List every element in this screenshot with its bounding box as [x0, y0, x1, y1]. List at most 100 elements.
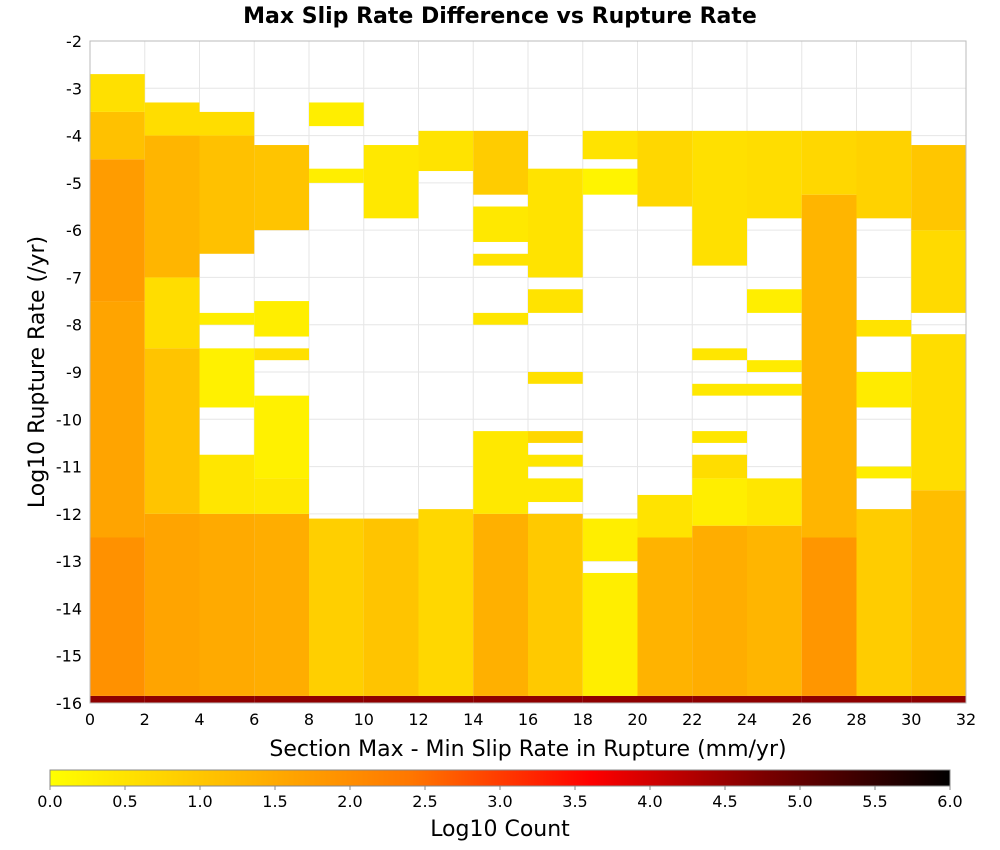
heatmap-cell-x4-2: [199, 454, 255, 514]
y-tick-label-14: -16: [56, 694, 82, 713]
y-tick-label-12: -14: [56, 599, 82, 618]
y-tick-label-5: -7: [66, 268, 82, 287]
x-tick-label-3: 6: [249, 710, 259, 729]
colorbar-tick-label-1: 0.5: [112, 792, 137, 811]
colorbar-tick-labels: 0.0 0.5 1.0 1.5 2.0 2.5 3.0 3.5 4.0 4.5 5.0 5.5 6.0: [37, 786, 963, 811]
heatmap-cell-x22-5: [692, 383, 747, 396]
heatmap-cell-x18-2: [582, 518, 638, 562]
heatmap-cell-x22-4: [692, 431, 747, 443]
heatmap-cell-x30-3: [911, 230, 966, 313]
y-tick-labels: -2 -3 -4 -5 -6 -7 -8 -9 -10 -11 -12 -13 -14 -15 -16: [56, 32, 82, 713]
colorbar-tick-label-4: 2.0: [337, 792, 362, 811]
x-axis-label: Section Max - Min Slip Rate in Rupture (…: [269, 737, 786, 762]
heatmap-cell-x10-1: [363, 518, 419, 696]
heatmap-cell-x4-6: [199, 111, 255, 136]
heatmap-cell-x6-4: [254, 348, 309, 361]
heatmap-cell-x16-5: [528, 372, 583, 384]
colorbar-tick-label-6: 3.0: [487, 792, 512, 811]
heatmap-cell-x16-7: [528, 168, 583, 278]
heatmap-cell-x2-2: [144, 348, 200, 514]
y-tick-label-6: -8: [66, 316, 82, 335]
x-tick-label-0: 0: [85, 710, 95, 729]
y-tick-label-8: -10: [56, 410, 82, 429]
heatmap-cell-x4-0: [199, 695, 255, 703]
x-tick-label-8: 16: [518, 710, 538, 729]
heatmap-cell-x26-2: [801, 194, 857, 538]
heatmap-cell-x8-3: [309, 102, 364, 127]
heatmap-cell-x30-0: [911, 695, 966, 703]
heatmap-cell-x22-0: [692, 695, 747, 703]
x-tick-label-5: 10: [354, 710, 374, 729]
heatmap-cell-x16-1: [528, 513, 583, 696]
heatmap-cell-x28-3: [856, 372, 912, 408]
x-tick-label-1: 2: [140, 710, 150, 729]
heatmap-cell-x14-4: [473, 253, 528, 266]
x-tick-label-10: 20: [627, 710, 647, 729]
heatmap-cell-x20-1: [637, 537, 693, 696]
heatmap-cell-x14-1: [473, 513, 528, 696]
colorbar-tick-label-10: 5.0: [787, 792, 812, 811]
heatmap-cell-x6-5: [254, 301, 309, 337]
heatmap-cell-x14-2: [473, 431, 528, 514]
x-tick-label-9: 18: [573, 710, 593, 729]
heatmap-cell-x18-4: [582, 130, 638, 160]
heatmap-cell-x24-2: [747, 478, 802, 526]
heatmap-cell-x6-2: [254, 478, 309, 514]
heatmap-cell-x30-1: [911, 490, 966, 696]
x-tick-label-7: 14: [463, 710, 483, 729]
heatmap-cell-x30-2: [911, 334, 966, 491]
colorbar-tick-label-8: 4.0: [637, 792, 662, 811]
heatmap-cell-x16-3: [528, 454, 583, 467]
heatmap-cell-x4-3: [199, 348, 255, 408]
heatmap-cell-x2-5: [144, 102, 200, 136]
heatmap-cell-x0-5: [90, 74, 145, 112]
heatmap-cell-x12-0: [418, 695, 474, 703]
heatmap-cell-x6-1: [254, 513, 309, 696]
heatmap-cell-x2-1: [144, 513, 200, 696]
heatmap-cell-x2-0: [144, 695, 200, 703]
heatmap-cell-x22-6: [692, 348, 747, 361]
colorbar-tick-label-5: 2.5: [412, 792, 437, 811]
heatmap-cell-x6-3: [254, 395, 309, 479]
heatmap-cell-x4-1: [199, 513, 255, 696]
y-tick-label-7: -9: [66, 363, 82, 382]
x-tick-labels: 0 2 4 6 8 10 12 14 16 18 20 22 24 26 28 30 32: [85, 710, 976, 729]
colorbar-tick-label-9: 4.5: [712, 792, 737, 811]
x-tick-label-13: 26: [792, 710, 812, 729]
colorbar: [49, 769, 951, 787]
heatmap-cell-x4-4: [199, 312, 255, 325]
colorbar-tick-label-11: 5.5: [862, 792, 887, 811]
colorbar-tick-label-7: 3.5: [562, 792, 587, 811]
colorbar-label: Log10 Count: [430, 817, 570, 842]
heatmap-cell-x22-7: [692, 130, 747, 266]
heatmap-cell-x28-5: [856, 130, 912, 219]
colorbar-tick-label-0: 0.0: [37, 792, 62, 811]
y-tick-label-3: -5: [66, 174, 82, 193]
heatmap-cell-x0-0: [90, 695, 145, 703]
heatmap-cell-x26-1: [801, 537, 857, 696]
heatmap-cell-x16-6: [528, 289, 583, 313]
y-tick-label-13: -15: [56, 647, 82, 666]
heatmap-cell-x14-6: [473, 130, 528, 195]
x-tick-label-4: 8: [304, 710, 314, 729]
heatmap-cell-x24-1: [747, 525, 802, 696]
heatmap-cell-x26-0: [801, 695, 857, 703]
heatmap-cell-x6-6: [254, 145, 309, 231]
heatmap-cell-x24-6: [747, 130, 802, 219]
y-axis-label: Log10 Rupture Rate (/yr): [25, 236, 50, 508]
heatmap-cell-x24-5: [747, 289, 802, 313]
heatmap-cell-x18-1: [582, 572, 638, 696]
heatmap-cell-x0-2: [90, 301, 145, 538]
heatmap-cell-x22-2: [692, 478, 747, 526]
heatmap-cell-x28-0: [856, 695, 912, 703]
y-tick-label-1: -3: [66, 79, 82, 98]
heatmap-cell-x28-1: [856, 509, 912, 696]
heatmap-cell-x20-0: [637, 695, 693, 703]
heatmap-cell-x22-1: [692, 525, 747, 696]
heatmap-cell-x8-1: [309, 518, 364, 696]
heatmap-cell-x30-4: [911, 145, 966, 231]
y-tick-label-4: -6: [66, 221, 82, 240]
y-tick-label-11: -13: [56, 552, 82, 571]
heatmap-cell-x8-2: [309, 168, 364, 183]
